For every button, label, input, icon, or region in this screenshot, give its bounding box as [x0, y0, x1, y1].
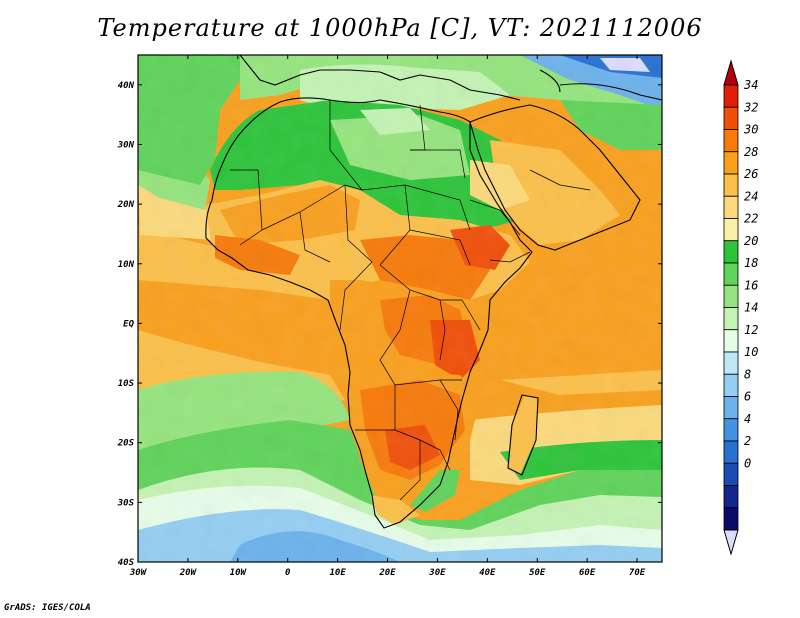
texture-overlay	[138, 55, 662, 562]
lon-label: 40E	[479, 568, 496, 578]
map-title: Temperature at 1000hPa [C], VT: 20211120…	[97, 14, 703, 42]
colorbar-swatch	[723, 485, 739, 509]
colorbar-swatch	[723, 462, 739, 486]
lon-label: 20E	[378, 568, 396, 578]
colorbar-swatch	[723, 106, 739, 130]
colorbar-swatch	[723, 329, 739, 353]
colorbar-label: 32	[743, 100, 758, 114]
colorbar-swatch	[723, 262, 739, 286]
colorbar-label: 16	[744, 278, 758, 292]
lat-label: 10S	[118, 379, 135, 389]
colorbar-label: 0	[744, 456, 751, 470]
lat-label: EQ	[123, 319, 134, 329]
longitude-labels: 30W 20W 10W 0 10E 20E 30E 40E 50E 60E 70E	[129, 568, 646, 578]
colorbar-label: 10	[744, 345, 758, 359]
colorbar-swatch	[723, 84, 739, 108]
colorbar-swatch	[723, 173, 739, 197]
colorbar-under-arrow	[723, 529, 739, 556]
colorbar-swatch	[723, 373, 739, 397]
colorbar-label: 22	[744, 212, 758, 226]
colorbar-label: 20	[744, 234, 758, 248]
colorbar-swatch	[723, 351, 739, 375]
lat-label: 20N	[117, 200, 135, 210]
lon-label: 10W	[230, 568, 248, 578]
colorbar-swatch	[723, 218, 739, 242]
colorbar-label: 14	[744, 301, 758, 315]
axis-ticks	[137, 55, 662, 563]
footer-credit: GrADS: IGES/COLA	[4, 603, 91, 613]
colorbar-label: 26	[744, 167, 758, 181]
lon-label: 10E	[329, 568, 346, 578]
lon-label: 60E	[579, 568, 596, 578]
lat-label: 40S	[118, 558, 135, 568]
colorbar-swatch	[723, 418, 739, 442]
lon-label: 30W	[129, 568, 148, 578]
lat-label: 30N	[117, 140, 135, 150]
colorbar-swatch	[723, 440, 739, 464]
lon-label: 0	[285, 568, 291, 578]
lon-label: 70E	[629, 568, 646, 578]
colorbar-swatch	[723, 507, 739, 531]
colorbar-label: 12	[744, 323, 758, 337]
lon-label: 20W	[179, 568, 198, 578]
lon-label: 30E	[428, 568, 446, 578]
lat-label: 20S	[117, 439, 135, 449]
lat-label: 30S	[117, 498, 135, 508]
colorbar-label: 18	[744, 256, 758, 270]
plot-frame	[137, 54, 663, 563]
country-borders	[230, 100, 591, 501]
lon-label: 50E	[529, 568, 546, 578]
colorbar-swatch	[723, 307, 739, 331]
lat-label: 10N	[118, 260, 135, 270]
colorbar-label: 34	[743, 78, 758, 92]
colorbar-label: 30	[743, 123, 758, 137]
colorbar-swatch	[723, 151, 739, 175]
colorbar-swatch	[723, 396, 739, 420]
colorbar-label: 28	[744, 145, 758, 159]
colorbar-label: 24	[744, 189, 758, 203]
colorbar-swatch	[723, 195, 739, 219]
plot-area	[138, 55, 662, 562]
colorbar-label: 4	[744, 412, 751, 426]
colorbar-over-arrow	[723, 59, 739, 86]
colorbar-label: 6	[744, 390, 751, 404]
colorbar-label: 2	[744, 434, 751, 448]
lat-label: 40N	[118, 81, 135, 91]
colorbar-swatch	[723, 129, 739, 153]
coastlines	[205, 55, 662, 529]
colorbar-label: 8	[744, 367, 751, 381]
colorbar-swatch	[723, 240, 739, 264]
latitude-labels: 40N 30N 20N 10N EQ 10S 20S 30S 40S	[117, 81, 135, 568]
colorbar-swatch	[723, 284, 739, 308]
